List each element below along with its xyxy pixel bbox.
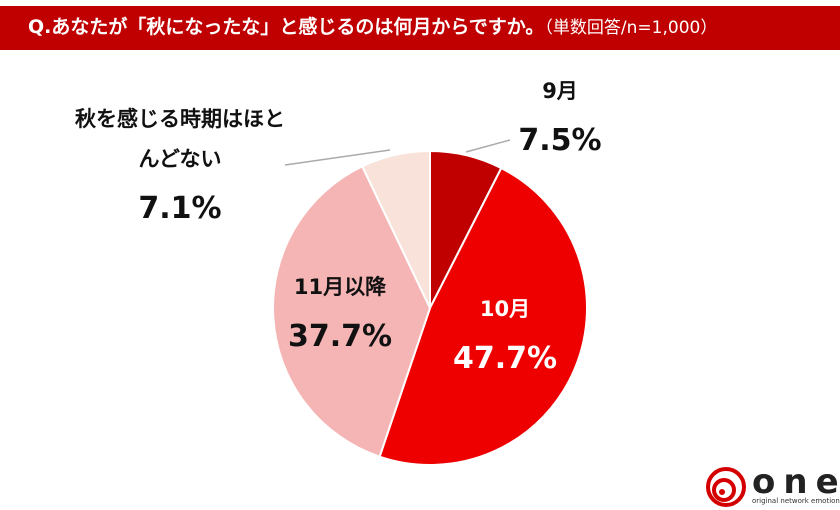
slice-label: 秋を感じる時期はほとんどない 7.1% — [75, 100, 285, 237]
slice-label: 10月 47.7% — [430, 290, 580, 387]
pie-slice — [378, 166, 588, 466]
value-label: 7.5% — [518, 122, 602, 158]
value-label: 37.7% — [287, 318, 393, 354]
slice-label: 9月 7.5% — [505, 72, 615, 169]
pie-slice — [360, 149, 431, 309]
leader-line — [465, 139, 511, 153]
logo-tagline: original network emotion — [752, 497, 840, 505]
title: Q.あなたが「秋になったな」と感じるのは何月からですか。（単数回答/n=1,00… — [28, 12, 717, 39]
logo-icon — [706, 467, 746, 507]
title-banner — [0, 6, 840, 50]
pie-slice — [272, 165, 432, 458]
value-label: 47.7% — [452, 340, 558, 376]
leader-line — [284, 149, 391, 166]
slice-label: 11月以降 37.7% — [260, 268, 420, 365]
subtitle: （単数回答/n=1,000） — [544, 18, 718, 38]
category-label: 秋を感じる時期はほとんどない — [75, 107, 285, 171]
logo-name: one — [752, 462, 840, 502]
title-text: Q.あなたが「秋になったな」と感じるのは何月からですか。 — [28, 16, 545, 38]
value-label: 7.1% — [138, 190, 222, 226]
category-label: 10月 — [479, 297, 531, 321]
category-label: 9月 — [542, 79, 578, 103]
pie — [272, 149, 588, 466]
category-label: 11月以降 — [293, 275, 387, 299]
